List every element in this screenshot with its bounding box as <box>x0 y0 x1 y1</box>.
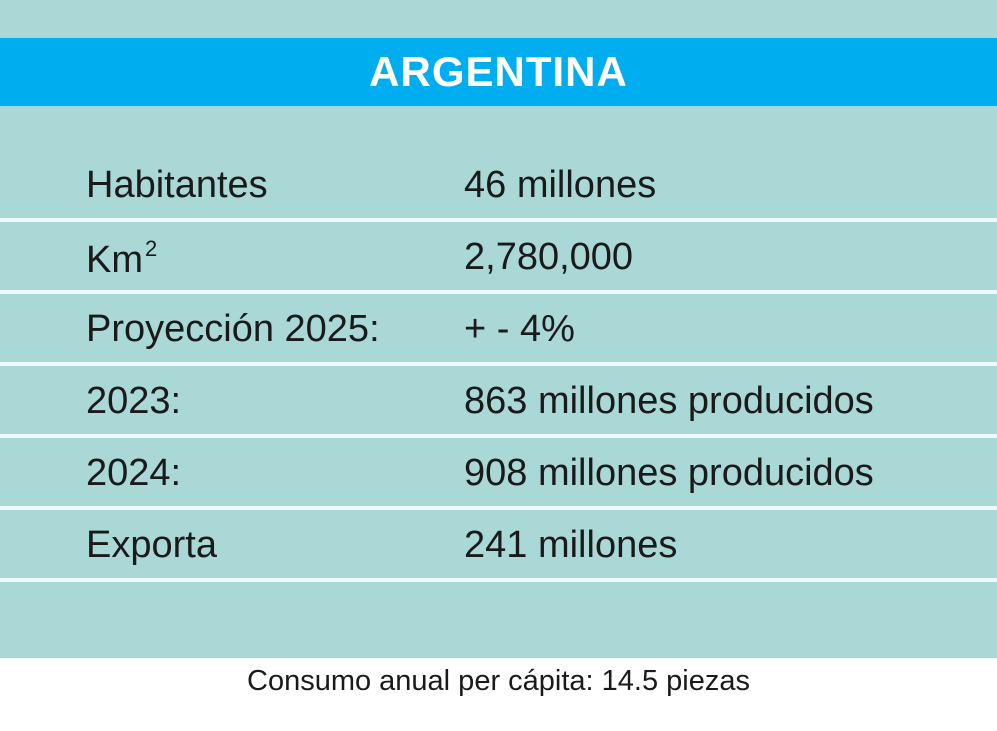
stat-label-text: Km <box>86 239 143 281</box>
stat-value: + - 4% <box>464 308 575 350</box>
stat-row-2023: 2023: 863 millones producidos <box>0 366 997 438</box>
stat-value: 2,780,000 <box>464 236 634 278</box>
stat-row-exporta: Exporta 241 millones <box>0 510 997 582</box>
stat-label: Exporta <box>86 524 217 566</box>
stat-value: 46 millones <box>464 164 657 206</box>
stat-row-proyeccion: Proyección 2025: + - 4% <box>0 294 997 366</box>
country-title: ARGENTINA <box>369 48 628 95</box>
footer-note: Consumo anual per cápita: 14.5 piezas <box>247 665 750 697</box>
stat-label: Habitantes <box>86 164 268 206</box>
stat-label: Proyección 2025: <box>86 308 380 350</box>
stat-value: 908 millones producidos <box>464 452 874 494</box>
stat-row-habitantes: Habitantes 46 millones <box>0 150 997 222</box>
stat-row-km2: Km2 2,780,000 <box>0 222 997 294</box>
stat-label: 2023: <box>86 380 182 422</box>
stat-label: 2024: <box>86 452 182 494</box>
title-banner: ARGENTINA <box>0 38 997 106</box>
info-card: ARGENTINA Habitantes 46 millones Km2 2,7… <box>0 0 997 658</box>
stat-value: 241 millones <box>464 524 678 566</box>
stats-table: Habitantes 46 millones Km2 2,780,000 Pro… <box>0 150 997 582</box>
stat-value: 863 millones producidos <box>464 380 874 422</box>
stat-label: Km2 <box>86 236 157 282</box>
stat-row-2024: 2024: 908 millones producidos <box>0 438 997 510</box>
stat-label-superscript: 2 <box>145 236 158 261</box>
